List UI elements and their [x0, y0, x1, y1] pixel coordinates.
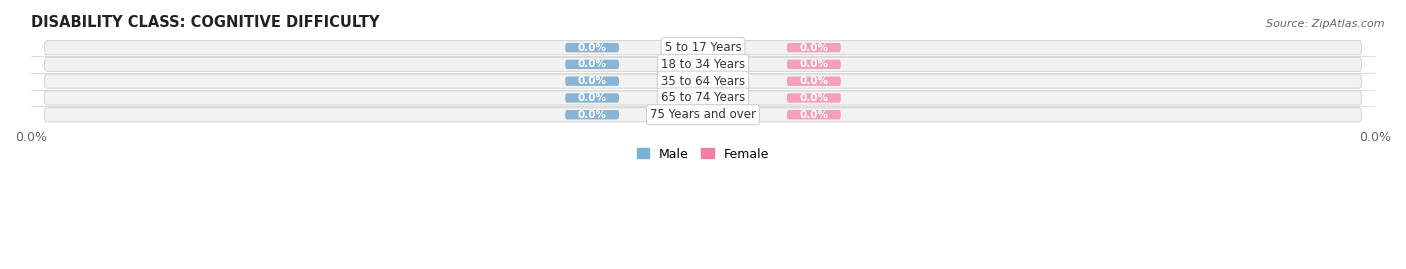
FancyBboxPatch shape: [45, 41, 1361, 55]
Text: 0.0%: 0.0%: [800, 43, 828, 53]
FancyBboxPatch shape: [787, 93, 841, 103]
FancyBboxPatch shape: [45, 57, 1361, 72]
Text: 0.0%: 0.0%: [800, 110, 828, 120]
FancyBboxPatch shape: [787, 60, 841, 69]
FancyBboxPatch shape: [565, 60, 619, 69]
Text: 18 to 34 Years: 18 to 34 Years: [661, 58, 745, 71]
Text: 65 to 74 Years: 65 to 74 Years: [661, 91, 745, 104]
FancyBboxPatch shape: [45, 74, 1361, 88]
Text: 35 to 64 Years: 35 to 64 Years: [661, 75, 745, 88]
FancyBboxPatch shape: [565, 93, 619, 103]
FancyBboxPatch shape: [787, 76, 841, 86]
FancyBboxPatch shape: [565, 110, 619, 119]
FancyBboxPatch shape: [565, 43, 619, 52]
FancyBboxPatch shape: [787, 43, 841, 52]
Text: 0.0%: 0.0%: [578, 43, 606, 53]
Text: 0.0%: 0.0%: [578, 59, 606, 69]
Text: 75 Years and over: 75 Years and over: [650, 108, 756, 121]
FancyBboxPatch shape: [787, 110, 841, 119]
Text: 0.0%: 0.0%: [578, 110, 606, 120]
FancyBboxPatch shape: [45, 108, 1361, 122]
Text: 0.0%: 0.0%: [800, 93, 828, 103]
FancyBboxPatch shape: [45, 91, 1361, 105]
Text: 0.0%: 0.0%: [578, 93, 606, 103]
Text: 5 to 17 Years: 5 to 17 Years: [665, 41, 741, 54]
FancyBboxPatch shape: [565, 76, 619, 86]
Text: Source: ZipAtlas.com: Source: ZipAtlas.com: [1267, 19, 1385, 29]
Text: 0.0%: 0.0%: [800, 76, 828, 86]
Text: DISABILITY CLASS: COGNITIVE DIFFICULTY: DISABILITY CLASS: COGNITIVE DIFFICULTY: [31, 15, 380, 30]
Text: 0.0%: 0.0%: [800, 59, 828, 69]
Legend: Male, Female: Male, Female: [631, 143, 775, 166]
Text: 0.0%: 0.0%: [578, 76, 606, 86]
